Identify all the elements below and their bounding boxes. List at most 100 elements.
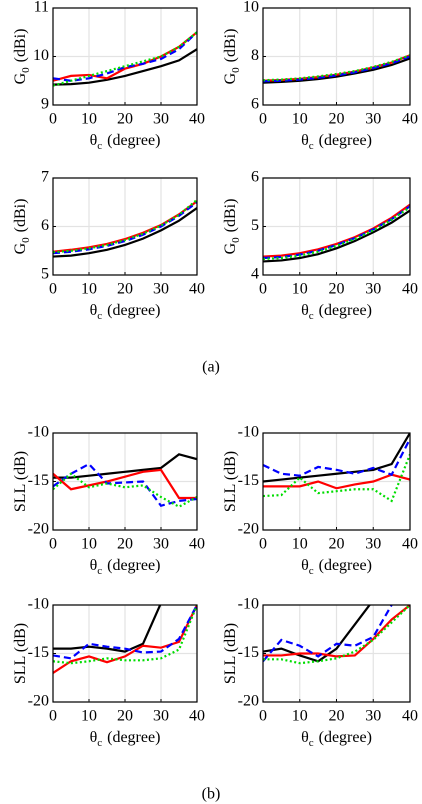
label-subscript: c: [97, 565, 102, 577]
label-text: θ: [301, 729, 309, 746]
y-tick-label: 5: [251, 217, 259, 234]
data-line: [263, 605, 410, 665]
y-tick-label: -20: [238, 693, 259, 710]
axes-box: [262, 432, 411, 531]
x-tick-label: 10: [292, 708, 308, 725]
x-tick-label: 20: [329, 536, 345, 553]
series-group: [263, 605, 410, 665]
label-unit: (degree): [319, 302, 372, 319]
label-subscript: 0: [20, 237, 32, 243]
series-group: [53, 453, 197, 508]
x-tick-label: 10: [81, 111, 97, 128]
label-text: SLL (dB): [222, 623, 239, 684]
x-axis-label: θc (degree): [90, 557, 161, 577]
x-tick-label: 40: [402, 281, 418, 298]
x-tick-label: 10: [292, 536, 308, 553]
x-tick-label: 40: [402, 111, 418, 128]
y-tick-label: -10: [238, 424, 259, 441]
label-text: G: [222, 72, 239, 84]
data-line: [53, 453, 197, 479]
x-tick-label: 0: [259, 536, 267, 553]
plot: 0 10 20 30 40 -20 -15 -10 θc (degree) SLL (dB): [12, 596, 205, 749]
y-tick-label: 7: [41, 169, 49, 186]
plot: 0 10 20 30 40 -20 -15 -10 θc (degree) SLL (dB): [222, 424, 418, 577]
x-tick-label: 40: [189, 708, 205, 725]
data-line: [53, 605, 162, 653]
label-subscript: c: [309, 140, 314, 152]
x-tick-label: 30: [153, 281, 169, 298]
x-tick-label: 0: [49, 708, 57, 725]
x-tick-label: 40: [402, 536, 418, 553]
label-text: SLL (dB): [222, 451, 239, 512]
plot: 0 10 20 30 40 -20 -15 -10 θc (degree) SLL (dB): [222, 596, 418, 749]
x-axis-label: θc (degree): [301, 557, 372, 577]
x-axis-label: θc (degree): [90, 729, 161, 749]
x-tick-label: 40: [189, 111, 205, 128]
y-axis-label: G0 (dBi): [222, 199, 242, 255]
label-subscript: c: [309, 737, 314, 749]
series-group: [53, 198, 197, 258]
series-group: [263, 433, 410, 503]
y-tick-label: 11: [34, 0, 49, 16]
label-unit: (dBi): [12, 29, 29, 63]
label-unit: (degree): [319, 557, 372, 574]
y-tick-label: -15: [238, 472, 259, 489]
label-text: θ: [90, 729, 98, 746]
data-line: [263, 209, 410, 263]
y-tick-label: -20: [238, 521, 259, 538]
y-tick-label: 6: [251, 96, 259, 113]
y-tick-label: 6: [41, 217, 49, 234]
axes-box: [52, 7, 198, 106]
label-text: θ: [301, 132, 309, 149]
label-unit: (degree): [319, 132, 372, 149]
label-unit: (degree): [107, 302, 160, 319]
label-subscript: c: [309, 565, 314, 577]
x-tick-label: 40: [189, 536, 205, 553]
label-unit: (degree): [107, 132, 160, 149]
label-text: G: [12, 242, 29, 254]
x-tick-label: 0: [49, 111, 57, 128]
data-line: [263, 54, 410, 82]
label-subscript: 0: [230, 237, 242, 243]
y-axis-label: SLL (dB): [222, 623, 239, 684]
x-tick-label: 40: [189, 281, 205, 298]
data-line: [263, 438, 410, 477]
y-tick-label: -10: [238, 596, 259, 613]
y-axis-label: G0 (dBi): [12, 29, 32, 85]
x-tick-label: 20: [117, 708, 133, 725]
y-axis-label: SLL (dB): [12, 623, 29, 684]
data-line: [53, 605, 197, 660]
data-line: [263, 605, 410, 658]
x-tick-label: 20: [117, 536, 133, 553]
data-line: [263, 203, 410, 258]
x-tick-label: 10: [81, 536, 97, 553]
data-line: [53, 605, 197, 674]
data-line: [53, 31, 197, 82]
data-line: [53, 31, 197, 82]
x-tick-label: 10: [292, 111, 308, 128]
y-tick-label: 5: [41, 266, 49, 283]
x-tick-label: 0: [49, 536, 57, 553]
data-line: [263, 473, 410, 490]
label-unit: (dBi): [222, 29, 239, 63]
y-axis-label: G0 (dBi): [222, 29, 242, 85]
y-tick-label: -15: [28, 644, 49, 661]
x-axis-label: θc (degree): [301, 302, 372, 322]
data-line: [263, 605, 371, 663]
series-group: [263, 54, 410, 84]
label-subscript: c: [97, 737, 102, 749]
series-group: [53, 605, 197, 674]
data-line: [263, 605, 394, 662]
x-tick-label: 10: [292, 281, 308, 298]
x-tick-label: 30: [365, 708, 381, 725]
label-subscript: 0: [230, 67, 242, 73]
plot: 0 10 20 30 40 -20 -15 -10 θc (degree) SLL (dB): [12, 424, 205, 577]
x-tick-label: 20: [329, 708, 345, 725]
series-group: [263, 203, 410, 263]
x-tick-label: 10: [81, 708, 97, 725]
label-unit: (degree): [319, 729, 372, 746]
label-text: θ: [301, 302, 309, 319]
